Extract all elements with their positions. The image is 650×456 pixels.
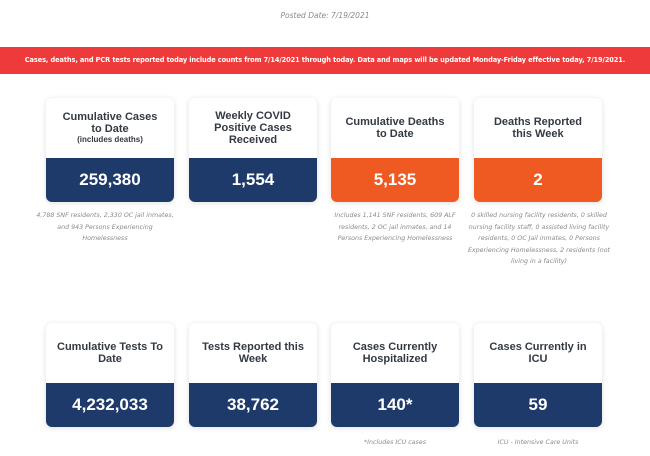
card-value: 5,135 bbox=[331, 158, 459, 202]
card-value: 1,554 bbox=[189, 158, 317, 202]
card-title-text: Cumulative Cases to Date bbox=[62, 111, 158, 135]
card-note-hospitalized: *Includes ICU cases bbox=[364, 439, 426, 446]
card-title: Cases Currently Hospitalized bbox=[331, 323, 459, 383]
card-tests-this-week: Tests Reported this Week 38,762 bbox=[189, 323, 317, 427]
card-value: 4,232,033 bbox=[46, 383, 174, 427]
card-weekly-positive-cases: Weekly COVID Positive Cases Received 1,5… bbox=[189, 98, 317, 202]
update-banner: Cases, deaths, and PCR tests reported to… bbox=[0, 47, 650, 74]
card-note-icu: ICU - Intensive Care Units bbox=[497, 439, 579, 446]
card-currently-icu: Cases Currently in ICU 59 bbox=[474, 323, 602, 427]
card-title-text: Cases Currently in ICU bbox=[489, 341, 587, 365]
card-title: Cumulative Cases to Date (includes death… bbox=[46, 98, 174, 158]
card-note-deaths-this-week: 0 skilled nursing facility residents, 0 … bbox=[467, 212, 611, 265]
card-title: Deaths Reported this Week bbox=[474, 98, 602, 158]
card-value: 2 bbox=[474, 158, 602, 202]
card-title-text: Cumulative Tests To Date bbox=[57, 341, 163, 365]
card-value: 259,380 bbox=[46, 158, 174, 202]
card-title: Weekly COVID Positive Cases Received bbox=[189, 98, 317, 158]
card-title-text: Tests Reported this Week bbox=[202, 341, 304, 365]
card-title: Tests Reported this Week bbox=[189, 323, 317, 383]
card-note-cumulative-cases: 4,788 SNF residents, 2,330 OC jail inmat… bbox=[36, 212, 174, 242]
posted-date: Posted Date: 7/19/2021 bbox=[280, 11, 370, 20]
card-deaths-this-week: Deaths Reported this Week 2 bbox=[474, 98, 602, 202]
card-title-text: Weekly COVID Positive Cases Received bbox=[214, 110, 292, 146]
card-cumulative-deaths: Cumulative Deaths to Date 5,135 bbox=[331, 98, 459, 202]
card-cumulative-tests: Cumulative Tests To Date 4,232,033 bbox=[46, 323, 174, 427]
card-title-text: Cumulative Deaths to Date bbox=[345, 116, 445, 140]
card-title: Cases Currently in ICU bbox=[474, 323, 602, 383]
card-currently-hospitalized: Cases Currently Hospitalized 140* bbox=[331, 323, 459, 427]
card-title-text: Deaths Reported this Week bbox=[493, 116, 583, 140]
card-cumulative-cases: Cumulative Cases to Date (includes death… bbox=[46, 98, 174, 202]
card-value: 38,762 bbox=[189, 383, 317, 427]
card-title: Cumulative Deaths to Date bbox=[331, 98, 459, 158]
card-title: Cumulative Tests To Date bbox=[46, 323, 174, 383]
card-value: 59 bbox=[474, 383, 602, 427]
card-note-cumulative-deaths: Includes 1,141 SNF residents, 609 ALF re… bbox=[334, 212, 456, 242]
card-value: 140* bbox=[331, 383, 459, 427]
card-title-text: Cases Currently Hospitalized bbox=[352, 341, 438, 365]
card-subtitle: (includes deaths) bbox=[77, 135, 143, 144]
